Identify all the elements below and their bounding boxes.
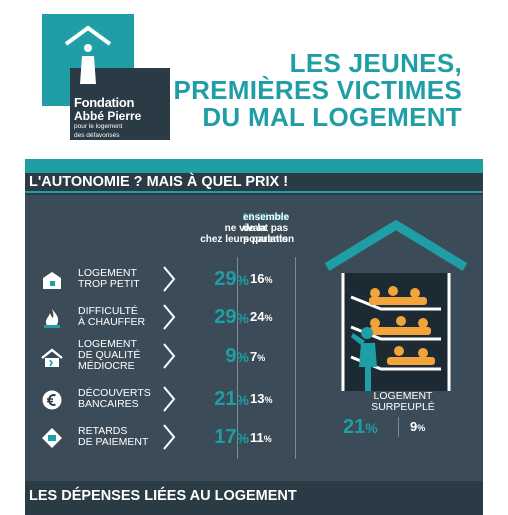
row-value-all: 24% [250,309,273,324]
row-value-young: 9% [225,345,249,367]
chevron-right-icon [163,386,176,412]
house-person-icon [64,25,112,84]
overcrowding-label: LOGEMENT SURPEUPLÉ [371,390,435,413]
row-value-all: 7% [250,349,266,364]
column-divider [237,257,238,459]
chevron-right-icon [163,304,176,330]
row-label: RETARDS DE PAIEMENT [78,425,149,448]
row-value-young: 17% [214,426,249,448]
logo-text: Fondation Abbé Pierre pour le logement d… [74,95,142,139]
chevron-right-icon [163,424,176,450]
section-title-autonomy: L'AUTONOMIE ? MAIS À QUEL PRIX ! [25,173,483,193]
column-young-age: 18-28 ans [242,212,288,223]
row-label: LOGEMENT DE QUALITÉ MÉDIOCRE [78,338,141,372]
fondation-logo: Fondation Abbé Pierre pour le logement d… [42,14,170,140]
chevron-right-icon [163,266,176,292]
house-damaged-icon [41,348,63,367]
overcrowded-house-illustration [324,219,468,391]
row-value-young: 29% [214,268,249,290]
column-all-header: ensemble de la population [243,212,295,245]
row-value-all: 16% [250,271,273,286]
overcrowding-divider [398,417,399,437]
flame-icon [44,309,60,328]
row-value-young: 21% [214,388,249,410]
top-band [25,159,483,173]
page-title: LES JEUNES, PREMIÈRES VICTIMES DU MAL LO… [173,48,462,132]
row-value-all: 13% [250,391,273,406]
row-label: LOGEMENT TROP PETIT [78,267,140,290]
row-value-all: 11% [250,430,272,445]
row-label: DIFFICULTÉ À CHAUFFER [78,305,146,328]
euro-icon [42,390,62,410]
bill-icon [42,428,62,448]
overcrowding-value-young: 21% [343,416,378,438]
overcrowding-value-all: 9% [410,419,426,434]
house-small-icon [43,272,61,289]
infographic-panel: L'AUTONOMIE ? MAIS À QUEL PRIX ! 18-28 a… [25,159,483,515]
column-young-sub: ne vivant pas chez leurs parents [200,223,288,245]
row-label: DÉCOUVERTS BANCAIRES [78,387,151,410]
section-title-expenses: LES DÉPENSES LIÉES AU LOGEMENT [29,488,297,504]
chevron-right-icon [163,343,176,369]
column-divider [295,257,296,459]
row-value-young: 29% [214,306,249,328]
